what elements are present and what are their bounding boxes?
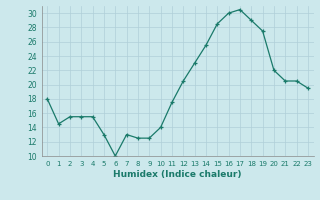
X-axis label: Humidex (Indice chaleur): Humidex (Indice chaleur) xyxy=(113,170,242,179)
